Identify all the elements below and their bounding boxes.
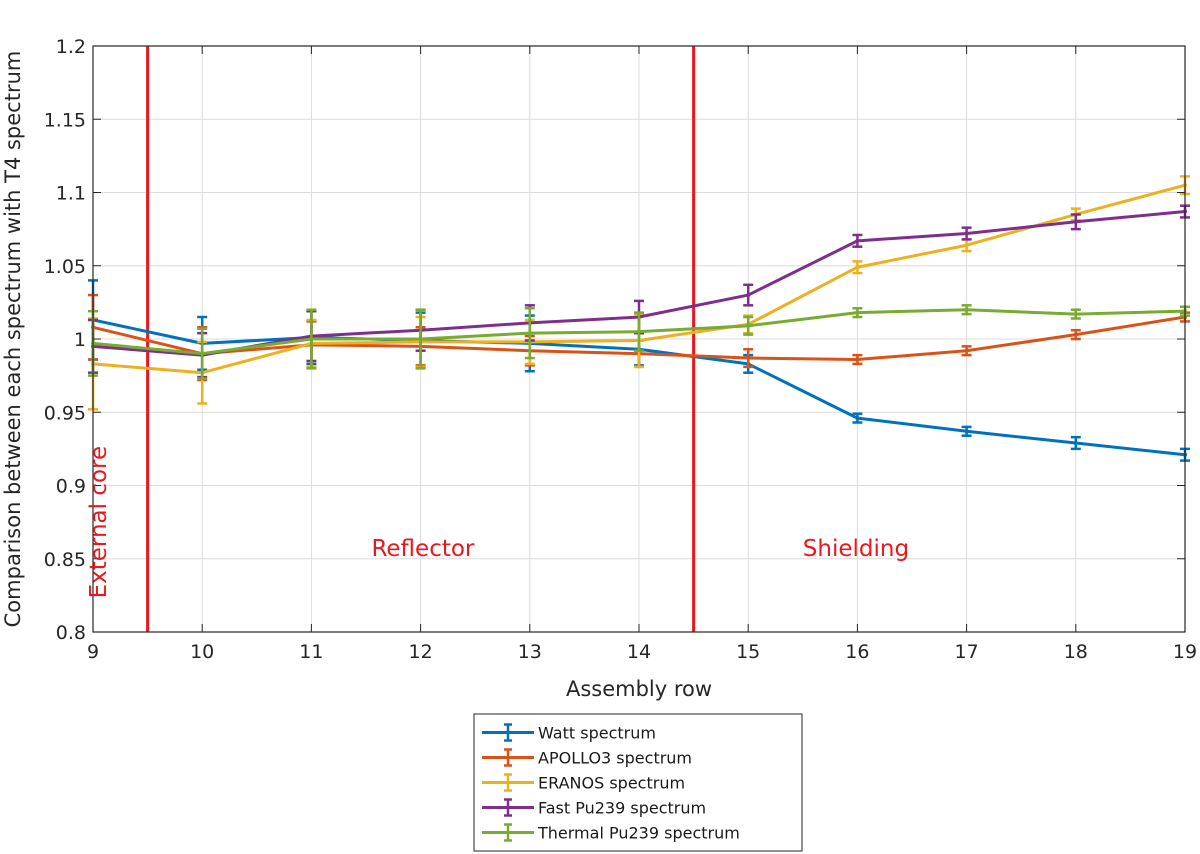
legend-label: Thermal Pu239 spectrum <box>537 824 740 843</box>
data-point <box>1073 441 1078 446</box>
ticks: 9 10 11 12 13 14 15 16 17 18 19 0.8 0.85 0.9 0.95 1 1.05… <box>44 36 1197 663</box>
legend-item: Watt spectrum <box>482 723 656 743</box>
data-point <box>855 265 860 270</box>
error-bar <box>524 306 535 360</box>
legend-item: APOLLO3 spectrum <box>482 748 692 768</box>
error-bar <box>743 348 754 369</box>
region-annotation: External core <box>86 446 112 599</box>
x-tick-label: 16 <box>845 641 869 663</box>
x-tick-label: 14 <box>627 641 651 663</box>
data-point <box>746 323 751 328</box>
data-point <box>855 310 860 315</box>
error-bar <box>306 308 317 370</box>
data-point <box>200 351 205 356</box>
legend-label: APOLLO3 spectrum <box>538 749 692 768</box>
y-tick-label: 1 <box>74 329 86 351</box>
error-bar <box>852 260 863 275</box>
x-tick-label: 11 <box>299 641 323 663</box>
y-tick-label: 1.2 <box>56 36 86 58</box>
series-thermal-pu239-spectrum <box>88 304 1190 380</box>
x-axis-label: Assembly row <box>566 677 712 701</box>
x-tick-label: 9 <box>87 641 99 663</box>
data-point <box>1073 312 1078 317</box>
legend-item: Fast Pu239 spectrum <box>482 798 706 818</box>
x-tick-label: 17 <box>955 641 979 663</box>
data-point <box>527 331 532 336</box>
x-tick-label: 10 <box>190 641 214 663</box>
x-tick-label: 18 <box>1064 641 1088 663</box>
data-point <box>964 243 969 248</box>
legend: Watt spectrum APOLLO3 spectrum ERANOS spec… <box>473 713 803 852</box>
data-point <box>746 293 751 298</box>
error-bar <box>1070 435 1081 451</box>
x-tick-label: 19 <box>1173 641 1197 663</box>
error-bar <box>852 233 863 248</box>
data-point <box>1073 219 1078 224</box>
y-axis-label: Comparison between each spectrum with T4… <box>1 51 25 628</box>
error-bar <box>197 327 208 380</box>
y-tick-label: 0.85 <box>44 549 86 571</box>
data-point <box>746 356 751 361</box>
legend-label: Watt spectrum <box>538 724 656 743</box>
annotations: External core Reflector Shielding <box>86 446 909 599</box>
error-bar <box>961 226 972 241</box>
error-bar <box>1070 213 1081 231</box>
data-point <box>855 357 860 362</box>
data-point <box>964 307 969 312</box>
error-bar <box>1070 328 1081 341</box>
data-point <box>964 348 969 353</box>
y-tick-label: 1.05 <box>44 256 86 278</box>
x-tick-label: 15 <box>736 641 760 663</box>
data-point <box>637 329 641 334</box>
error-bar <box>743 283 754 307</box>
y-tick-label: 0.8 <box>56 622 86 644</box>
error-bar <box>961 345 972 357</box>
legend-item: Thermal Pu239 spectrum <box>482 823 740 843</box>
error-bar <box>1070 308 1081 320</box>
legend-label: Fast Pu239 spectrum <box>538 799 706 818</box>
data-point <box>1073 332 1078 337</box>
data-point <box>964 231 969 236</box>
region-annotation: Reflector <box>371 536 474 562</box>
data-point <box>855 238 860 243</box>
error-bar <box>743 315 754 336</box>
error-bar <box>852 306 863 319</box>
y-tick-label: 1.15 <box>44 109 86 131</box>
x-tick-label: 13 <box>518 641 542 663</box>
legend-item: ERANOS spectrum <box>482 773 685 793</box>
data-point <box>418 337 423 341</box>
x-tick-label: 12 <box>409 641 433 663</box>
y-tick-label: 0.95 <box>44 402 86 424</box>
error-bar <box>415 308 426 370</box>
error-bar <box>852 412 863 424</box>
region-annotation: Shielding <box>803 536 909 562</box>
data-point <box>964 429 969 434</box>
error-bar <box>852 353 863 366</box>
data-point <box>855 416 860 421</box>
y-tick-label: 0.9 <box>56 476 86 498</box>
legend-label: ERANOS spectrum <box>538 774 685 793</box>
error-bar <box>961 304 972 316</box>
error-bar <box>634 311 644 352</box>
y-tick-label: 1.1 <box>56 183 86 205</box>
error-bar <box>961 425 972 437</box>
data-point <box>309 337 314 341</box>
